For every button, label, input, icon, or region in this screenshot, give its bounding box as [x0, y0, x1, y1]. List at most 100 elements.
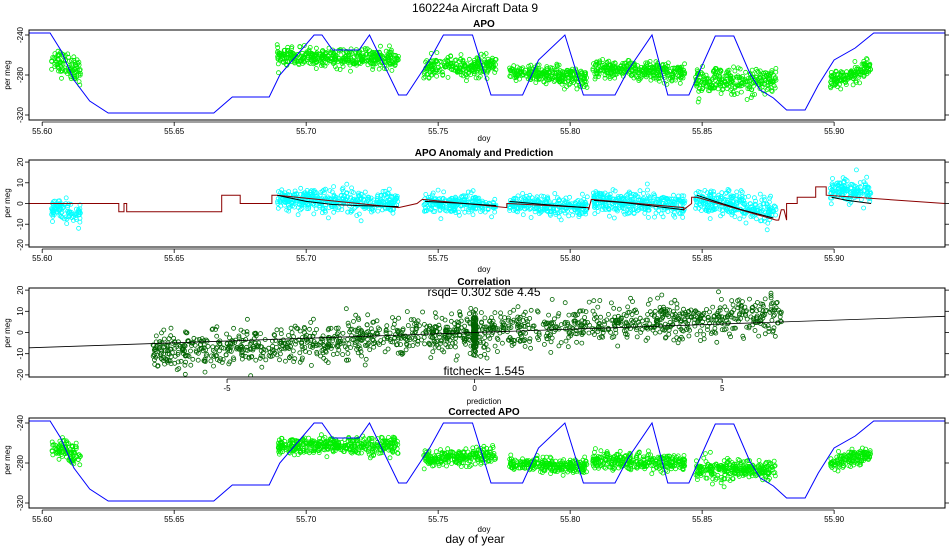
data-point — [774, 299, 780, 305]
data-point — [182, 371, 188, 377]
data-point — [311, 188, 317, 193]
data-point — [519, 333, 524, 339]
data-point — [569, 325, 575, 331]
data-point — [54, 203, 60, 209]
data-point — [606, 207, 612, 213]
data-point — [307, 344, 313, 349]
data-point — [239, 350, 245, 356]
data-point — [274, 352, 280, 358]
data-point — [411, 317, 417, 323]
data-point — [260, 350, 266, 356]
data-point — [570, 212, 575, 218]
data-point — [541, 194, 547, 199]
data-point — [535, 309, 541, 315]
data-point — [513, 208, 519, 214]
data-point — [52, 51, 58, 56]
data-point — [349, 326, 355, 332]
data-point — [843, 82, 849, 87]
data-point — [663, 200, 669, 206]
panel-title: APO — [473, 19, 495, 30]
data-point — [68, 58, 74, 63]
data-point — [346, 50, 352, 56]
data-point — [739, 89, 744, 95]
data-point — [585, 320, 590, 325]
data-point — [412, 321, 418, 327]
data-point — [644, 181, 650, 187]
data-point — [708, 193, 714, 199]
data-point — [415, 341, 421, 347]
data-point — [612, 324, 618, 330]
data-point — [333, 56, 339, 61]
data-point — [607, 76, 613, 81]
data-point — [280, 343, 286, 349]
data-point — [750, 206, 756, 212]
data-point — [472, 62, 478, 68]
data-point — [152, 357, 157, 363]
data-point — [460, 58, 466, 64]
data-point — [190, 356, 196, 362]
data-point — [749, 81, 755, 86]
data-point — [772, 333, 778, 339]
data-point — [527, 338, 532, 344]
data-point — [866, 66, 871, 72]
data-point — [625, 206, 631, 212]
data-point — [677, 313, 683, 319]
data-point — [432, 67, 438, 72]
data-point — [370, 319, 376, 325]
data-point — [59, 68, 64, 73]
data-point — [652, 192, 658, 198]
data-point — [348, 209, 354, 215]
data-point — [318, 353, 324, 359]
data-point — [701, 197, 707, 203]
data-point — [183, 359, 189, 365]
data-point — [761, 194, 767, 200]
data-point — [616, 306, 622, 312]
data-point — [572, 200, 578, 206]
data-point — [544, 336, 550, 342]
data-point — [164, 358, 170, 364]
data-point — [400, 350, 406, 356]
data-point — [696, 88, 702, 94]
data-point — [398, 342, 403, 347]
data-point — [275, 205, 281, 211]
data-point — [520, 191, 525, 196]
data-point — [544, 208, 550, 214]
data-point — [386, 49, 392, 55]
data-point — [345, 320, 351, 326]
data-point — [838, 86, 844, 92]
data-point — [433, 314, 439, 320]
data-point — [388, 49, 394, 55]
data-point — [730, 80, 736, 85]
data-point — [677, 211, 682, 217]
data-point — [759, 208, 764, 214]
data-point — [355, 344, 361, 350]
data-point — [153, 347, 158, 353]
data-point — [59, 75, 64, 81]
data-point — [356, 50, 362, 56]
data-point — [686, 308, 691, 314]
data-point — [867, 189, 873, 195]
data-point — [748, 314, 754, 320]
data-point — [492, 70, 498, 75]
data-point — [395, 56, 401, 62]
data-point — [629, 196, 634, 202]
data-point — [312, 190, 318, 196]
data-point — [712, 325, 718, 331]
data-point — [314, 50, 320, 56]
data-point — [370, 67, 376, 72]
data-point — [76, 208, 82, 214]
data-point — [394, 195, 400, 201]
data-point — [678, 68, 684, 73]
data-point — [591, 190, 596, 196]
data-point — [569, 74, 575, 80]
data-point — [840, 191, 845, 197]
data-point — [694, 83, 700, 89]
prediction-line — [593, 199, 684, 211]
data-point — [377, 196, 383, 202]
data-point — [595, 66, 601, 72]
data-point — [382, 349, 388, 355]
data-point — [723, 326, 729, 332]
data-point — [450, 340, 456, 346]
data-point — [432, 310, 438, 316]
